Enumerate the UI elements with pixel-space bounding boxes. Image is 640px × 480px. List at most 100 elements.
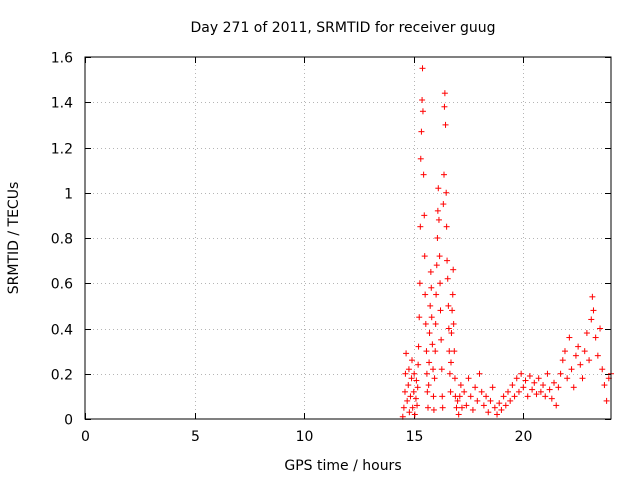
data-point [454, 397, 461, 404]
data-point [446, 348, 453, 355]
data-point [444, 257, 451, 264]
data-point [526, 373, 533, 380]
data-point [438, 336, 445, 343]
data-point [414, 384, 421, 391]
data-point [428, 284, 435, 291]
data-point [441, 90, 448, 97]
data-point [419, 65, 426, 72]
data-point [436, 253, 443, 260]
data-point [427, 302, 434, 309]
data-point [513, 375, 520, 382]
data-point [430, 366, 437, 373]
data-point [425, 382, 432, 389]
data-point [416, 314, 423, 321]
data-point [444, 275, 451, 282]
data-point [432, 348, 439, 355]
data-point [438, 366, 445, 373]
data-point [432, 320, 439, 327]
data-point [515, 388, 522, 395]
data-point [533, 391, 540, 398]
data-point [494, 411, 501, 418]
data-point [440, 201, 447, 208]
data-point [509, 382, 516, 389]
data-point [531, 379, 538, 386]
data-point [433, 291, 440, 298]
data-point [422, 291, 429, 298]
data-point [443, 223, 450, 230]
data-point [489, 384, 496, 391]
data-point [496, 400, 503, 407]
y-tick-labels: 0 0.2 0.4 0.6 0.8 1 1.2 1.4 1.6 [51, 51, 73, 429]
data-point [601, 382, 608, 389]
data-point [478, 388, 485, 395]
data-point [419, 108, 426, 115]
data-point [491, 404, 498, 411]
data-point [404, 397, 411, 404]
data-point [434, 235, 441, 241]
data-point [448, 359, 455, 366]
data-point [559, 357, 566, 364]
data-point [603, 397, 610, 404]
y-axis-label: SRMTID / TECUs [6, 182, 22, 295]
data-point [418, 128, 425, 135]
data-point [594, 352, 601, 359]
data-point [408, 375, 415, 382]
y-tick-label: 0.6 [51, 277, 73, 293]
data-point [469, 406, 476, 413]
data-point [420, 171, 427, 178]
data-point [575, 343, 582, 350]
data-point [542, 393, 549, 400]
data-point [419, 96, 426, 103]
x-tick-label: 5 [191, 429, 200, 445]
data-point [421, 212, 428, 219]
grid-lines [85, 57, 611, 419]
data-point [450, 266, 457, 273]
data-point [483, 393, 490, 400]
data-point [535, 375, 542, 382]
chart-title: Day 271 of 2011, SRMTID for receiver guu… [191, 20, 496, 36]
data-point [537, 388, 544, 395]
data-point [480, 402, 487, 409]
data-point [428, 314, 435, 321]
data-point [465, 375, 472, 382]
data-point [426, 330, 433, 337]
data-point [431, 375, 438, 382]
data-point [529, 386, 536, 393]
data-point [408, 357, 415, 364]
data-point [487, 397, 494, 404]
data-point [457, 382, 464, 389]
data-point [407, 393, 414, 400]
data-point [450, 320, 457, 327]
data-point [518, 370, 525, 377]
data-point [504, 388, 511, 395]
y-tick-label: 0.2 [51, 368, 73, 384]
data-point [445, 302, 452, 309]
data-point [421, 253, 428, 260]
data-point [401, 388, 408, 395]
data-point [553, 402, 560, 409]
data-point [522, 377, 529, 384]
data-point [566, 334, 573, 341]
y-tick-label: 1.4 [51, 96, 73, 112]
data-point [500, 393, 507, 400]
data-point [544, 370, 551, 377]
data-point [417, 223, 424, 230]
data-point [446, 370, 453, 377]
y-tick-label: 0.4 [51, 323, 73, 339]
data-point [402, 370, 409, 377]
y-tick-label: 1.2 [51, 142, 73, 158]
data-point [435, 216, 442, 223]
data-point [461, 388, 468, 395]
data-point [498, 406, 505, 413]
y-tick-label: 1 [64, 187, 73, 203]
data-point [440, 171, 447, 178]
tick-marks [85, 57, 611, 420]
data-point [449, 291, 456, 298]
data-point [592, 334, 599, 341]
data-point [551, 379, 558, 386]
data-point [403, 350, 410, 357]
data-point [434, 207, 441, 214]
data-point [415, 361, 422, 368]
data-point [437, 280, 444, 287]
